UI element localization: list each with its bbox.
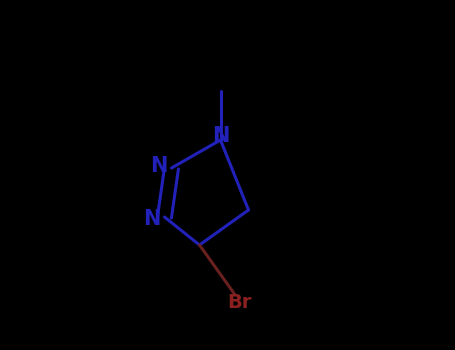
Text: N: N — [144, 209, 161, 229]
Text: N: N — [151, 156, 168, 176]
Text: N: N — [212, 126, 229, 147]
Text: Br: Br — [228, 293, 252, 312]
